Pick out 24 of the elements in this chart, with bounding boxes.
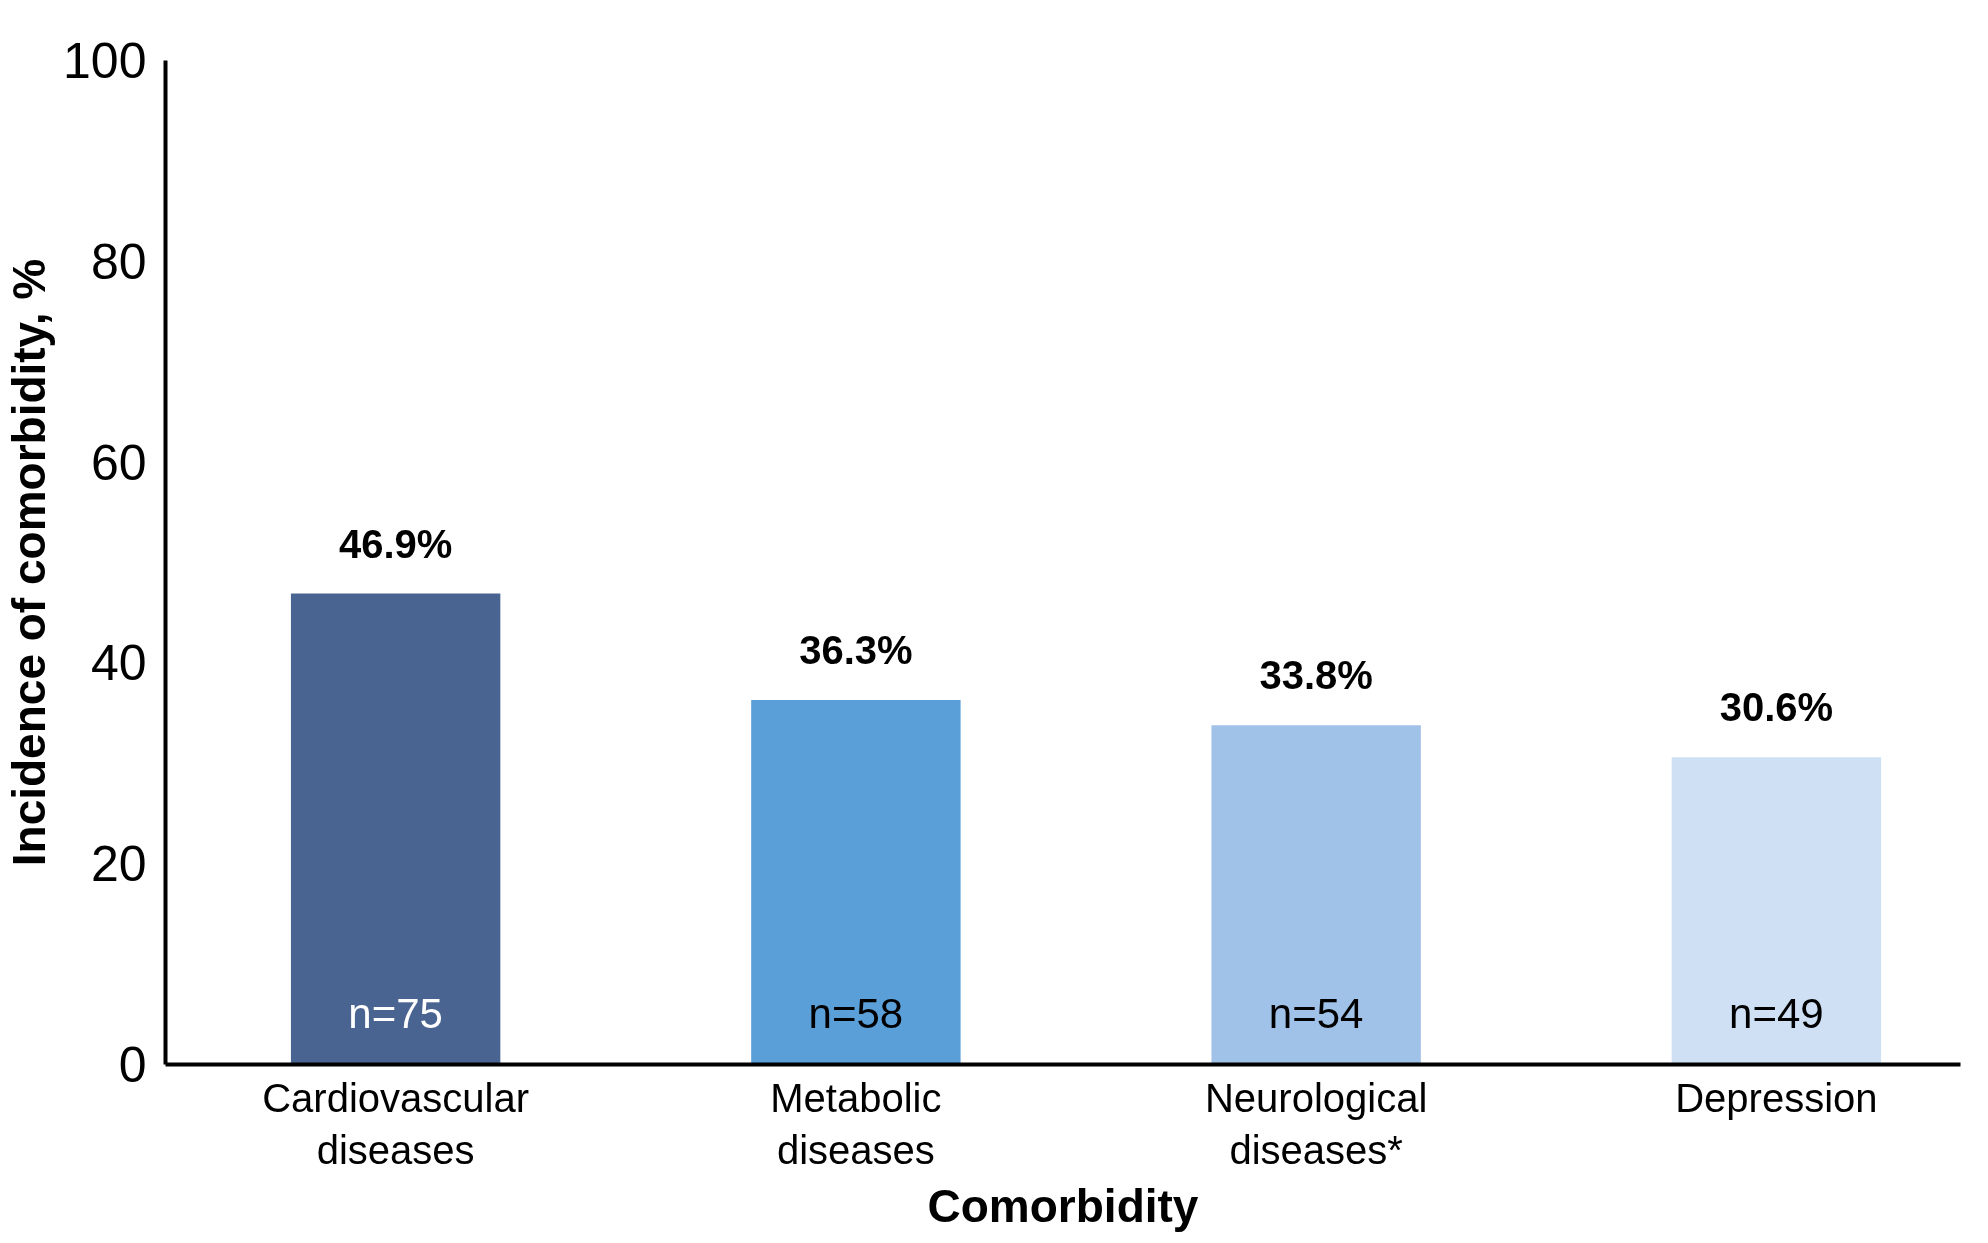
- data-label: 46.9%: [338, 521, 453, 566]
- annotation: n=49: [1729, 989, 1824, 1037]
- x-tick-label: Cardiovascular diseases: [262, 1075, 530, 1173]
- x-tick-label: Neurological diseases*: [1204, 1075, 1428, 1173]
- bar: [751, 700, 961, 1065]
- data-label: 33.8%: [1259, 653, 1373, 698]
- y-tick-label: 80: [90, 233, 147, 290]
- bar: [1671, 757, 1882, 1065]
- x-tick-label: Metabolic diseases: [770, 1075, 942, 1173]
- y-tick-label: 20: [90, 836, 147, 893]
- x-axis-title: Comorbidity: [927, 1180, 1199, 1233]
- x-tick-label: Depression: [1675, 1075, 1878, 1120]
- data-label: 30.6%: [1719, 685, 1834, 730]
- y-tick-label: 60: [90, 434, 147, 491]
- annotation: n=54: [1268, 989, 1364, 1037]
- bar: [1211, 725, 1421, 1065]
- y-tick-label: 100: [63, 33, 147, 89]
- y-tick-label: 40: [90, 635, 147, 692]
- annotation: n=75: [348, 989, 443, 1037]
- annotation: n=58: [808, 989, 904, 1037]
- y-axis-title: Incidence of comorbidity, %: [3, 258, 56, 867]
- data-label: 36.3%: [799, 628, 913, 673]
- bar: [290, 593, 501, 1065]
- y-tick-label: 0: [118, 1037, 147, 1093]
